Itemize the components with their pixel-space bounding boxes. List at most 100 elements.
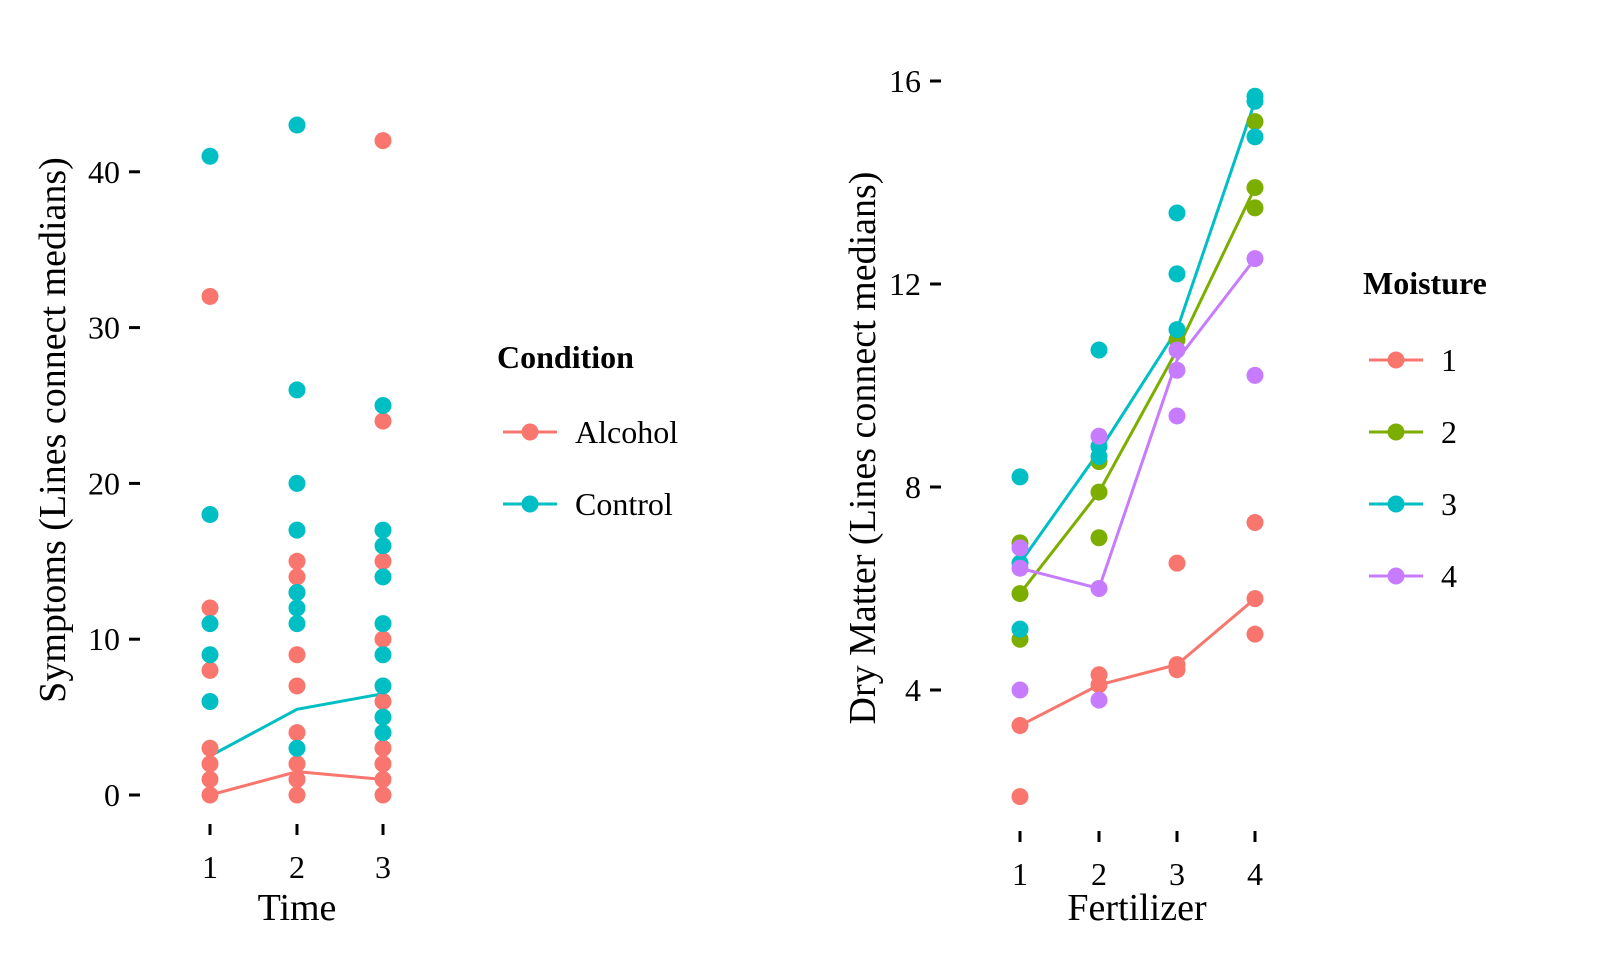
data-point-control <box>288 116 306 134</box>
legend-label: 2 <box>1441 414 1457 450</box>
y-tick-label: 12 <box>889 266 921 302</box>
legend-label: Control <box>575 486 673 522</box>
x-axis-title: Fertilizer <box>1067 887 1207 929</box>
data-point-control <box>201 147 219 165</box>
data-point-1 <box>1011 717 1029 735</box>
data-point-control <box>374 708 392 726</box>
legend-key-point <box>1387 567 1405 585</box>
legend-title: Moisture <box>1363 265 1487 301</box>
data-point-4 <box>1090 427 1108 445</box>
data-point-2 <box>1011 585 1029 603</box>
x-tick-label: 2 <box>289 849 305 885</box>
data-point-control <box>288 381 306 399</box>
data-point-3 <box>1246 128 1264 146</box>
x-tick-label: 3 <box>375 849 391 885</box>
data-point-4 <box>1090 691 1108 709</box>
data-point-1 <box>1168 661 1186 679</box>
y-tick-label: 10 <box>88 621 120 657</box>
data-point-alcohol <box>201 755 219 773</box>
data-point-control <box>374 615 392 633</box>
y-tick-label: 20 <box>88 465 120 501</box>
data-point-4 <box>1090 580 1108 597</box>
symptoms-chart: 0 10 20 30 40 1 2 3 Time Symptoms (Lines connect … <box>32 116 678 929</box>
data-point-1 <box>1246 625 1264 643</box>
data-point-2 <box>1090 483 1108 501</box>
legend-label: 4 <box>1441 558 1457 594</box>
data-point-alcohol <box>288 724 306 742</box>
data-point-1 <box>1246 590 1264 608</box>
data-point-3 <box>1090 341 1108 359</box>
data-point-alcohol <box>374 755 392 773</box>
y-tick-label: 8 <box>905 469 921 505</box>
median-line-control <box>209 692 384 758</box>
x-tick-label: 2 <box>1091 856 1107 892</box>
data-point-control <box>374 537 392 555</box>
y-tick-label: 0 <box>104 777 120 813</box>
data-point-alcohol <box>374 132 392 150</box>
data-point-alcohol <box>288 755 306 773</box>
data-point-alcohol <box>288 677 306 695</box>
data-point-4 <box>1011 559 1029 577</box>
data-point-3 <box>1246 92 1264 110</box>
data-point-3 <box>1168 321 1186 339</box>
y-tick-label: 30 <box>88 310 120 346</box>
x-tick-label: 1 <box>1012 856 1028 892</box>
x-axis-title: Time <box>258 887 337 929</box>
y-axis-title: Symptoms (Lines connect medians) <box>32 157 74 703</box>
median-line-3 <box>1018 100 1257 564</box>
data-point-1 <box>1168 554 1186 572</box>
data-point-4 <box>1168 341 1186 359</box>
data-point-4 <box>1168 407 1186 425</box>
data-point-3 <box>1168 204 1186 222</box>
data-point-2 <box>1246 179 1264 197</box>
data-point-alcohol <box>374 552 392 570</box>
legend-key-point <box>1387 495 1405 513</box>
data-point-2 <box>1090 529 1108 547</box>
legend-title: Condition <box>497 339 634 375</box>
data-point-3 <box>1011 620 1029 638</box>
data-point-3 <box>1090 448 1108 466</box>
data-point-1 <box>1246 514 1264 532</box>
median-line-1 <box>1019 597 1256 727</box>
data-point-3 <box>1168 265 1186 283</box>
data-point-alcohol <box>374 693 392 711</box>
data-point-control <box>201 693 219 711</box>
x-tick-label: 3 <box>1169 856 1185 892</box>
legend-key-point <box>521 423 539 441</box>
median-line-2 <box>1018 186 1257 595</box>
data-point-alcohol <box>374 770 392 788</box>
data-point-control <box>288 739 306 757</box>
data-point-control <box>201 615 219 633</box>
x-tick-label: 1 <box>202 849 218 885</box>
data-point-control <box>374 646 392 664</box>
legend-key-point <box>1387 423 1405 441</box>
data-point-alcohol <box>201 770 219 788</box>
data-point-2 <box>1246 113 1264 131</box>
data-point-4 <box>1246 366 1264 384</box>
y-tick-label: 4 <box>905 672 921 708</box>
data-point-control <box>374 724 392 742</box>
data-point-control <box>288 615 306 633</box>
data-point-alcohol <box>374 739 392 757</box>
legend-key-point <box>1387 351 1405 369</box>
data-point-alcohol <box>288 786 306 804</box>
data-point-control <box>288 583 306 601</box>
data-point-control <box>374 568 392 586</box>
data-point-4 <box>1011 539 1029 557</box>
legend-key-point <box>521 495 539 513</box>
data-point-4 <box>1168 361 1186 379</box>
data-point-alcohol <box>374 786 392 804</box>
data-point-control <box>288 474 306 492</box>
data-point-control <box>201 506 219 524</box>
median-line-4 <box>1019 257 1257 591</box>
data-point-alcohol <box>288 770 306 788</box>
x-tick-label: 4 <box>1247 856 1263 892</box>
y-tick-label: 16 <box>889 63 921 99</box>
data-point-2 <box>1246 199 1264 217</box>
data-point-control <box>288 521 306 539</box>
data-point-alcohol <box>201 786 219 804</box>
data-point-alcohol <box>288 568 306 586</box>
data-point-4 <box>1011 681 1029 699</box>
data-point-alcohol <box>288 552 306 570</box>
